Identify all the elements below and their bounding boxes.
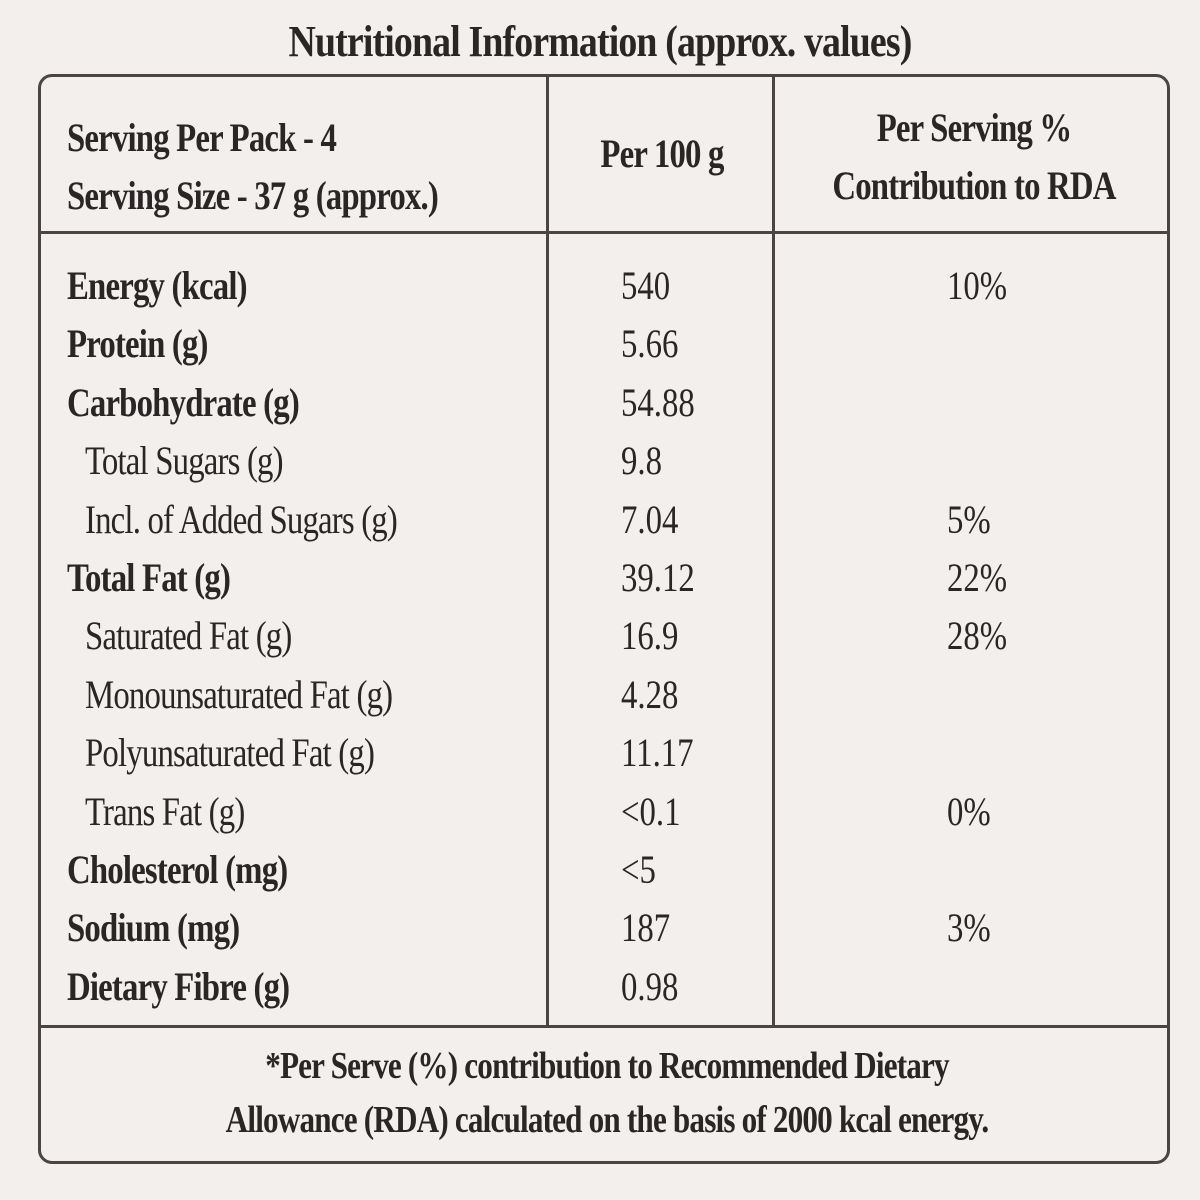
table-row: Energy (kcal) 540 10%	[41, 257, 1167, 315]
nutrient-name: Energy (kcal)	[67, 263, 248, 308]
per-100g-value: <0.1	[621, 788, 681, 834]
nutrient-name: Incl. of Added Sugars (g)	[85, 496, 398, 542]
nutrient-name: Total Fat (g)	[67, 555, 231, 600]
per-100g-value: 16.9	[621, 613, 679, 659]
footnote-line1: *Per Serve (%) contribution to Recommend…	[265, 1045, 949, 1087]
nutrient-name: Sodium (mg)	[67, 905, 240, 951]
column-divider-right	[772, 77, 775, 1025]
rda-value: 3%	[947, 905, 991, 951]
rda-value: 28%	[947, 613, 1008, 659]
per-serving-header: Per Serving % Contribution to RDA	[811, 99, 1137, 215]
nutrient-name: Carbohydrate (g)	[67, 379, 300, 425]
table-row: Protein (g) 5.66	[41, 315, 1167, 373]
per-100g-value: 39.12	[621, 555, 695, 600]
per-100g-value: 540	[621, 263, 671, 308]
page-title: Nutritional Information (approx. values)	[288, 17, 913, 66]
rda-value: 0%	[947, 788, 991, 834]
nutrient-name: Dietary Fibre (g)	[67, 963, 290, 1009]
serving-info: Serving Per Pack - 4 Serving Size - 37 g…	[67, 109, 439, 225]
per-serving-header-line1: Per Serving %	[876, 105, 1072, 150]
footnote-divider	[41, 1025, 1167, 1028]
nutrient-name: Cholesterol (mg)	[67, 847, 288, 892]
nutrition-table: Serving Per Pack - 4 Serving Size - 37 g…	[38, 74, 1170, 1164]
nutrient-name: Saturated Fat (g)	[85, 613, 292, 659]
per-100g-value: 4.28	[621, 671, 679, 717]
table-row: Dietary Fibre (g) 0.98	[41, 958, 1167, 1016]
rda-value: 10%	[947, 263, 1008, 308]
table-row: Carbohydrate (g) 54.88	[41, 374, 1167, 432]
nutrient-name: Trans Fat (g)	[85, 788, 245, 834]
nutrient-name: Monounsaturated Fat (g)	[85, 671, 393, 717]
nutrient-name: Polyunsaturated Fat (g)	[85, 730, 375, 776]
per-100g-value: 0.98	[621, 963, 679, 1009]
serving-size: Serving Size - 37 g (approx.)	[67, 173, 439, 218]
per-100g-value: 54.88	[621, 379, 695, 425]
per-100g-value: 11.17	[621, 730, 694, 776]
per-100g-value: 187	[621, 905, 671, 951]
table-row: Total Sugars (g) 9.8	[41, 432, 1167, 490]
per-100g-value: 7.04	[621, 496, 679, 542]
table-row: Incl. of Added Sugars (g) 7.04 5%	[41, 491, 1167, 549]
per-serving-header-line2: Contribution to RDA	[832, 163, 1116, 208]
table-row: Cholesterol (mg) <5	[41, 841, 1167, 899]
per-100g-header: Per 100 g	[600, 131, 724, 176]
table-row: Saturated Fat (g) 16.9 28%	[41, 607, 1167, 665]
table-row: Monounsaturated Fat (g) 4.28	[41, 666, 1167, 724]
column-divider-left	[546, 77, 549, 1025]
serving-per-pack: Serving Per Pack - 4	[67, 115, 337, 160]
footnote: *Per Serve (%) contribution to Recommend…	[143, 1039, 1071, 1147]
nutrient-name: Total Sugars (g)	[85, 438, 284, 484]
per-100g-value: 5.66	[621, 321, 679, 367]
per-100g-value: 9.8	[621, 438, 662, 484]
per-100g-value: <5	[621, 847, 656, 892]
table-row: Sodium (mg) 187 3%	[41, 899, 1167, 957]
footnote-line2: Allowance (RDA) calculated on the basis …	[225, 1099, 989, 1141]
table-row: Polyunsaturated Fat (g) 11.17	[41, 724, 1167, 782]
rda-value: 5%	[947, 496, 991, 542]
table-row: Total Fat (g) 39.12 22%	[41, 549, 1167, 607]
header-divider	[41, 231, 1167, 234]
rda-value: 22%	[947, 555, 1008, 600]
nutrient-name: Protein (g)	[67, 321, 208, 367]
table-row: Trans Fat (g) <0.1 0%	[41, 783, 1167, 841]
